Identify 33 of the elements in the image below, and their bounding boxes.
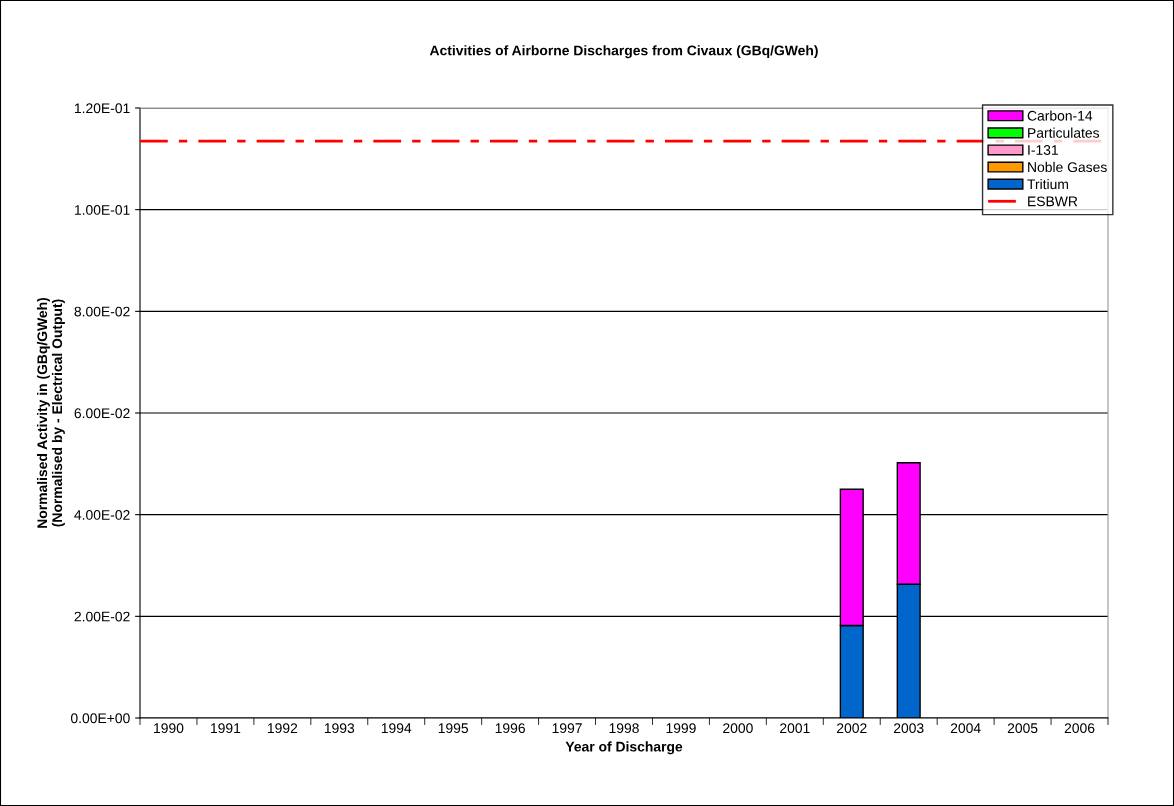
y-tick-label: 1.20E-01 bbox=[74, 103, 130, 114]
x-tick-label: 1997 bbox=[552, 723, 582, 734]
x-tick-label: 1992 bbox=[267, 723, 298, 734]
legend-label: Particulates bbox=[1028, 127, 1100, 138]
x-tick-label: 2004 bbox=[950, 723, 981, 734]
x-tick-label: 1993 bbox=[324, 723, 355, 734]
x-tick-label: 2006 bbox=[1064, 723, 1095, 734]
y-tick-label: 2.00E-02 bbox=[74, 611, 130, 622]
y-tick-label: 0.00E+00 bbox=[70, 713, 130, 724]
y-tick-label: 4.00E-02 bbox=[74, 510, 130, 520]
x-tick-label: 1995 bbox=[438, 723, 469, 734]
x-tick-label: 1990 bbox=[154, 723, 184, 734]
x-tick-label: 2000 bbox=[723, 723, 753, 734]
x-tick-label: 2002 bbox=[837, 723, 867, 734]
x-tick-label: 2003 bbox=[893, 723, 924, 734]
x-tick-label: 1994 bbox=[381, 723, 412, 734]
x-tick-label: 1998 bbox=[609, 723, 639, 734]
y-tick-label: 6.00E-02 bbox=[74, 408, 130, 419]
x-tick-label: 2001 bbox=[780, 723, 810, 734]
legend-label: Carbon-14 bbox=[1027, 110, 1093, 121]
x-tick-label: 1999 bbox=[666, 723, 696, 734]
y-tick-label: 1.00E-01 bbox=[74, 205, 130, 215]
y-axis-title: Normalised Activity in (GBq/GWeh) (Normalised by - Electrical Output) bbox=[36, 297, 65, 528]
legend-label: Noble Gases bbox=[1028, 161, 1107, 173]
x-axis-title: Year of Discharge bbox=[565, 741, 683, 755]
legend-label: Tritium bbox=[1027, 178, 1068, 190]
legend-label: ESBWR bbox=[1028, 196, 1078, 207]
legend-label: I-131 bbox=[1028, 145, 1058, 155]
x-tick-label: 1991 bbox=[211, 723, 241, 734]
x-tick-label: 1996 bbox=[495, 723, 525, 734]
y-tick-label: 8.00E-02 bbox=[74, 306, 130, 317]
x-tick-label: 2005 bbox=[1007, 723, 1038, 734]
chart-title: Activities of Airborne Discharges from Civaux (GBq/GWeh) bbox=[429, 45, 818, 59]
